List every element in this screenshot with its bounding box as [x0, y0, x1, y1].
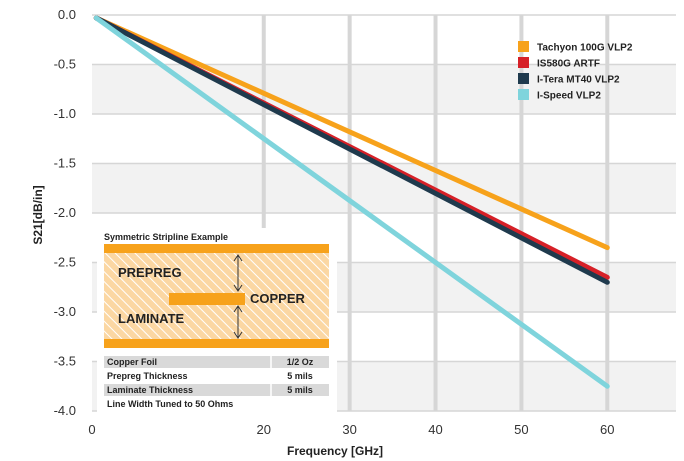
- series-line: [93, 15, 610, 251]
- legend-swatch: [518, 73, 529, 84]
- x-tick-label: 50: [514, 422, 528, 437]
- copper-trace: [169, 293, 245, 305]
- prepreg-label: PREPREG: [118, 265, 182, 280]
- inset-title: Symmetric Stripline Example: [104, 232, 228, 242]
- y-tick-label: -1.5: [54, 156, 76, 171]
- y-tick-label: -1.0: [54, 106, 76, 121]
- x-tick-label: 0: [88, 422, 95, 437]
- y-tick-label: 0.0: [58, 7, 76, 22]
- y-tick-label: -3.5: [54, 354, 76, 369]
- row-label-laminate-thickness: Laminate Thickness: [107, 385, 193, 395]
- legend-swatch: [518, 41, 529, 52]
- y-axis-ticks: 0.0 -0.5 -1.0 -1.5 -2.0 -2.5 -3.0 -3.5 -4.0: [54, 7, 76, 418]
- copper-label: COPPER: [250, 291, 306, 306]
- y-tick-label: -0.5: [54, 57, 76, 72]
- x-tick-label: 40: [428, 422, 442, 437]
- x-tick-label: 30: [342, 422, 356, 437]
- prepreg-thickness-arrow: [233, 254, 243, 292]
- plot-band: [92, 64, 676, 114]
- y-tick-label: -4.0: [54, 403, 76, 418]
- row-value-prepreg-thickness: 5 mils: [287, 371, 313, 381]
- inset-footer: Line Width Tuned to 50 Ohms: [107, 399, 233, 409]
- legend-label: I-Speed VLP2: [537, 91, 601, 102]
- x-tick-label: 60: [600, 422, 614, 437]
- x-tick-label: 20: [257, 422, 271, 437]
- row-value-copper-foil: 1/2 Oz: [287, 357, 314, 367]
- row-shade-3: [104, 384, 329, 396]
- top-copper-plane: [104, 244, 329, 253]
- row-value-laminate-thickness: 5 mils: [287, 385, 313, 395]
- legend-swatch: [518, 89, 529, 100]
- x-axis-ticks: 0 20 30 40 50 60: [88, 422, 614, 437]
- laminate-label: LAMINATE: [118, 311, 185, 326]
- stripline-inset: Symmetric Stripline Example PREPREG COPP…: [97, 228, 337, 412]
- legend-label: IS580G ARTF: [537, 59, 600, 70]
- plot-band: [92, 163, 676, 213]
- y-tick-label: -2.5: [54, 255, 76, 270]
- series-line: [93, 15, 610, 389]
- legend-swatch: [518, 57, 529, 68]
- bottom-copper-plane: [104, 339, 329, 348]
- legend: Tachyon 100G VLP2 IS580G ARTF I-Tera MT40 …: [518, 41, 633, 102]
- legend-label: I-Tera MT40 VLP2: [537, 75, 620, 86]
- row-label-prepreg-thickness: Prepreg Thickness: [107, 371, 188, 381]
- y-tick-label: -3.0: [54, 304, 76, 319]
- x-axis-label: Frequency [GHz]: [287, 444, 383, 458]
- row-shade-1: [104, 356, 329, 368]
- y-tick-label: -2.0: [54, 205, 76, 220]
- series-line: [93, 15, 610, 285]
- legend-label: Tachyon 100G VLP2: [537, 43, 633, 54]
- series-lines: [93, 15, 610, 389]
- row-label-copper-foil: Copper Foil: [107, 357, 157, 367]
- laminate-thickness-arrow: [233, 305, 243, 339]
- y-axis-label: S21[dB/in]: [31, 185, 45, 244]
